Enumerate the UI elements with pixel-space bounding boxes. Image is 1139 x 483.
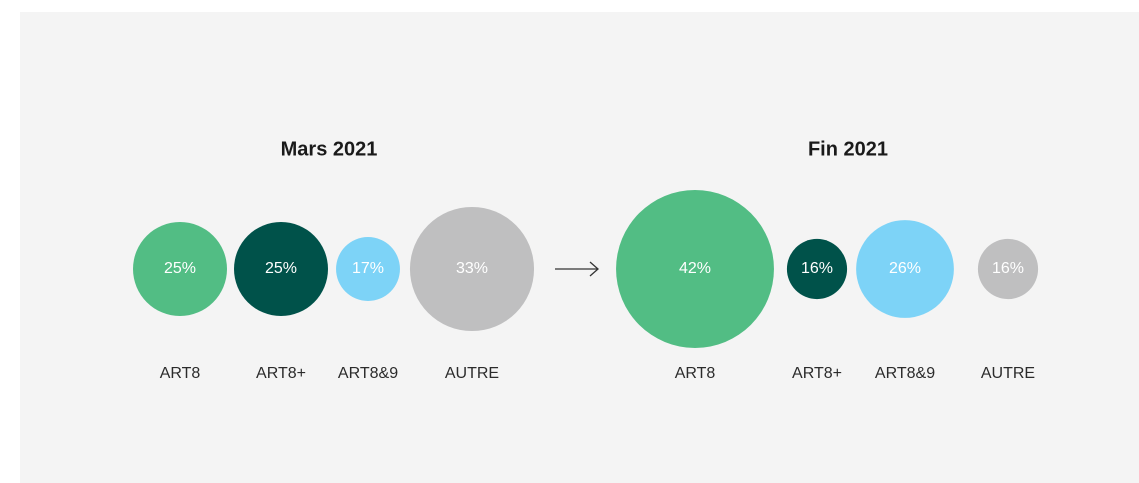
- value-label: 25%: [164, 260, 196, 277]
- bubble: [133, 222, 227, 316]
- bubble: [234, 222, 328, 316]
- category-label: ART8+: [256, 365, 306, 382]
- bubble: [856, 220, 954, 318]
- category-label: ART8+: [792, 365, 842, 382]
- category-label: AUTRE: [445, 365, 499, 382]
- value-label: 17%: [352, 260, 384, 277]
- value-label: 16%: [992, 260, 1024, 277]
- bubble: [977, 238, 1039, 300]
- value-label: 42%: [679, 260, 711, 277]
- chart-title: Mars 2021: [281, 138, 378, 160]
- bubble: [616, 190, 774, 348]
- category-label: ART8: [675, 365, 716, 382]
- bubble: [336, 237, 400, 301]
- value-label: 16%: [801, 260, 833, 277]
- category-label: AUTRE: [981, 365, 1035, 382]
- category-label: ART8&9: [338, 365, 398, 382]
- value-label: 25%: [265, 260, 297, 277]
- category-label: ART8: [160, 365, 201, 382]
- bubble: [786, 238, 848, 300]
- category-label: ART8&9: [875, 365, 935, 382]
- arrow: [555, 261, 599, 277]
- value-label: 33%: [456, 260, 488, 277]
- bubble: [409, 206, 535, 332]
- value-label: 26%: [889, 260, 921, 277]
- chart-title: Fin 2021: [808, 138, 888, 160]
